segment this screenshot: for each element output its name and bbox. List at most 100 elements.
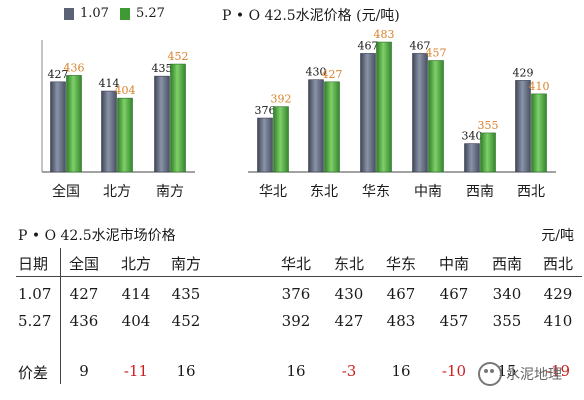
table-cell-1.07-东北: 430 (334, 285, 364, 303)
legend-swatch-1.07 (64, 7, 74, 20)
data-label-西南-5.27: 355 (478, 119, 499, 132)
tick-label-北方: 北方 (103, 184, 131, 200)
table-unit: 元/吨 (541, 228, 574, 244)
table-header-全国: 全国 (68, 255, 99, 273)
data-label-东北-1.07: 430 (306, 66, 327, 79)
data-label-华东-1.07: 467 (358, 39, 379, 52)
table-title: P • O 42.5水泥市场价格 (18, 228, 176, 244)
table-cell-diff-南方: 16 (176, 362, 196, 380)
table-divider-horizontal (16, 276, 582, 277)
data-label-西北-5.27: 410 (529, 80, 550, 93)
table-cell-5.27-中南: 457 (439, 312, 469, 330)
data-label-北方-1.07: 414 (99, 77, 120, 90)
table-cell-5.27-西南: 355 (492, 312, 522, 330)
data-label-全国-1.07: 427 (48, 68, 69, 81)
bar-西南-5.27 (480, 132, 496, 173)
table-cell-1.07-西南: 340 (492, 285, 522, 303)
table-cell-diff-西南: 15 (497, 362, 517, 380)
bar-中南-1.07 (412, 53, 428, 173)
bar-南方-5.27 (170, 63, 186, 173)
data-label-中南-5.27: 457 (426, 47, 447, 60)
table-cell-diff-北方: -11 (123, 362, 149, 380)
table-cell-1.07-中南: 467 (439, 285, 469, 303)
table-header-label: 日期 (18, 255, 49, 273)
tick-label-东北: 东北 (310, 184, 338, 200)
table-cell-1.07-华北: 376 (281, 285, 311, 303)
bar-华北-5.27 (273, 106, 289, 173)
table-header-北方: 北方 (120, 255, 151, 273)
table-header-西北: 西北 (542, 255, 573, 273)
table-header-中南: 中南 (438, 255, 469, 273)
bar-华东-1.07 (360, 53, 376, 173)
legend-item-5.27: 5.27 (120, 6, 165, 21)
data-label-华北-1.07: 376 (255, 104, 276, 117)
bar-中南-5.27 (428, 60, 444, 173)
table-cell-1.07-南方: 435 (171, 285, 201, 303)
bar-华东-5.27 (376, 41, 392, 173)
tick-label-中南: 中南 (414, 184, 442, 200)
table-row-label-1.07: 1.07 (18, 285, 52, 303)
tick-label-华东: 华东 (362, 184, 390, 200)
table-cell-5.27-东北: 427 (334, 312, 364, 330)
data-label-全国-5.27: 436 (64, 61, 85, 74)
bar-全国-1.07 (50, 81, 66, 173)
tick-label-西南: 西南 (466, 184, 494, 200)
bar-西南-1.07 (464, 143, 480, 173)
chart-title: P • O 42.5水泥价格 (元/吨) (222, 8, 400, 24)
data-label-华北-5.27: 392 (271, 93, 292, 106)
watermark-text: 水泥地理 (506, 367, 562, 383)
bar-北方-1.07 (101, 90, 117, 173)
table-header-南方: 南方 (170, 255, 201, 273)
bar-北方-5.27 (117, 97, 133, 173)
data-label-南方-5.27: 452 (168, 50, 189, 63)
table-cell-diff-西北: -19 (545, 362, 571, 380)
data-label-东北-5.27: 427 (322, 68, 343, 81)
bar-华北-1.07 (257, 117, 273, 173)
table-cell-1.07-北方: 414 (121, 285, 151, 303)
bar-西北-5.27 (531, 93, 547, 173)
table-cell-5.27-北方: 404 (121, 312, 151, 330)
table-cell-diff-中南: -10 (441, 362, 467, 380)
data-label-西南-1.07: 340 (462, 130, 483, 143)
bar-全国-5.27 (66, 75, 82, 173)
table-header-东北: 东北 (333, 255, 364, 273)
table-cell-5.27-华东: 483 (386, 312, 416, 330)
table-row-label-diff: 价差 (18, 364, 49, 382)
table-cell-1.07-华东: 467 (386, 285, 416, 303)
table-cell-diff-华东: 16 (391, 362, 411, 380)
wechat-icon (478, 362, 502, 386)
bar-chart: 427436全国414404北方435452南方376392华北430427东北… (41, 28, 556, 200)
bar-东北-5.27 (324, 81, 340, 173)
legend-swatch-5.27 (120, 7, 130, 20)
bar-西北-1.07 (515, 80, 531, 173)
tick-label-全国: 全国 (52, 183, 80, 200)
tick-label-西北: 西北 (517, 184, 545, 200)
table-cell-1.07-全国: 427 (69, 285, 99, 303)
table-cell-diff-全国: 9 (79, 362, 89, 380)
legend-label-1.07: 1.07 (80, 6, 109, 21)
data-label-西北-1.07: 429 (513, 66, 534, 79)
tick-label-华北: 华北 (259, 184, 287, 200)
table-cell-1.07-西北: 429 (543, 285, 573, 303)
legend-label-5.27: 5.27 (136, 6, 165, 21)
table-cell-5.27-南方: 452 (171, 312, 201, 330)
table-header-华东: 华东 (385, 255, 416, 273)
bar-东北-1.07 (308, 79, 324, 173)
table-divider-vertical (60, 248, 61, 384)
table-header-华北: 华北 (280, 255, 311, 273)
legend-item-1.07: 1.07 (64, 6, 109, 21)
data-label-北方-5.27: 404 (115, 84, 136, 97)
table-cell-5.27-西北: 410 (543, 312, 573, 330)
table-cell-diff-东北: -3 (341, 362, 357, 380)
table-cell-diff-华北: 16 (286, 362, 306, 380)
watermark: 水泥地理 (478, 362, 562, 386)
table-cell-5.27-华北: 392 (281, 312, 311, 330)
tick-label-南方: 南方 (156, 184, 184, 200)
data-label-南方-1.07: 435 (152, 62, 173, 75)
data-label-中南-1.07: 467 (410, 39, 431, 52)
bar-南方-1.07 (154, 75, 170, 173)
table-header-西南: 西南 (491, 255, 522, 273)
table-row-label-5.27: 5.27 (18, 312, 52, 330)
table-cell-5.27-全国: 436 (69, 312, 99, 330)
data-label-华东-5.27: 483 (374, 28, 395, 41)
